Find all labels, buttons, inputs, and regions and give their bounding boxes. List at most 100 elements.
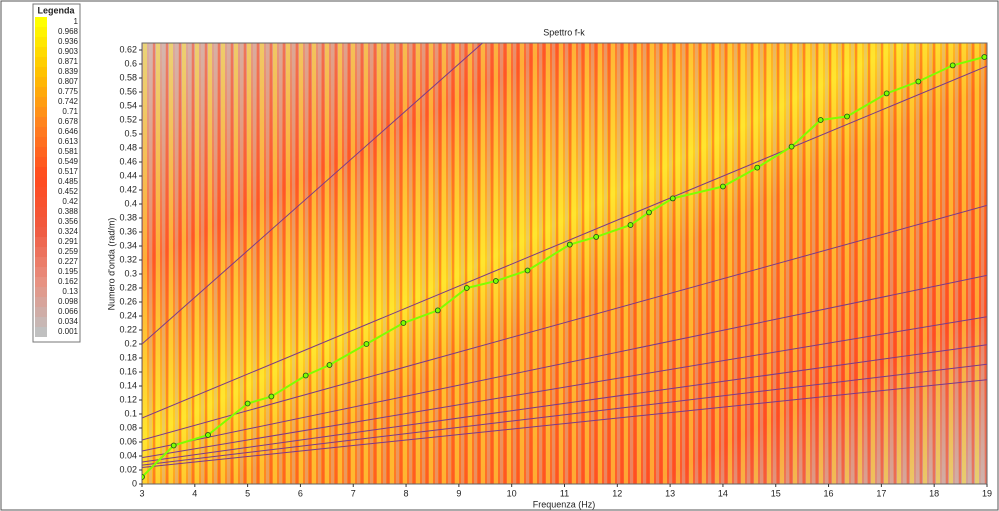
- y-tick-label: 0.58: [119, 72, 137, 82]
- y-tick-label: 0.54: [119, 100, 137, 110]
- y-tick-label: 0.46: [119, 156, 137, 166]
- y-tick-label: 0: [132, 478, 137, 488]
- legend-label: 0.291: [58, 237, 79, 246]
- x-tick-label: 16: [824, 488, 834, 498]
- legend-label: 0.517: [58, 167, 79, 176]
- y-tick-label: 0.18: [119, 352, 137, 362]
- legend-label: 0.098: [58, 297, 79, 306]
- legend-label: 0.001: [58, 327, 79, 336]
- point: [363, 341, 370, 347]
- point: [566, 241, 573, 248]
- y-tick-label: 0.16: [119, 366, 137, 376]
- legend-label: 0.42: [62, 197, 78, 206]
- legend-label: 0.871: [58, 57, 79, 66]
- x-tick-label: 19: [982, 488, 992, 498]
- legend-label: 0.71: [62, 107, 78, 116]
- legend-swatch: [35, 137, 47, 147]
- x-tick-label: 11: [560, 488, 569, 498]
- point: [434, 307, 441, 314]
- y-tick-label: 0.4: [124, 198, 137, 208]
- chart-title: Spettro f-k: [543, 27, 585, 37]
- x-tick-label: 17: [876, 488, 886, 498]
- legend-swatch: [35, 167, 47, 177]
- x-tick-label: 18: [929, 488, 939, 498]
- point: [754, 164, 761, 171]
- legend-swatch: [35, 157, 47, 167]
- y-tick-label: 0.08: [119, 422, 137, 432]
- y-tick-label: 0.5: [124, 128, 137, 138]
- legend-swatch: [35, 307, 47, 317]
- velocity-line: [142, 316, 987, 459]
- x-tick-label: 14: [718, 488, 728, 498]
- legend-label: 0.162: [58, 277, 79, 286]
- legend-swatch: [35, 187, 47, 197]
- legend-swatch: [35, 197, 47, 207]
- point: [524, 267, 531, 274]
- y-tick-label: 0.38: [119, 212, 137, 222]
- point: [788, 143, 795, 150]
- legend-swatch: [35, 107, 47, 117]
- legend-swatch: [35, 37, 47, 47]
- plot-area: [142, 43, 987, 480]
- legend-swatch: [35, 27, 47, 37]
- legend-label: 1: [74, 17, 79, 26]
- y-tick-label: 0.02: [119, 464, 137, 474]
- legend-label: 0.066: [58, 307, 79, 316]
- legend-swatch: [35, 217, 47, 227]
- x-tick-label: 12: [612, 488, 622, 498]
- y-tick-label: 0.04: [119, 450, 137, 460]
- y-tick-label: 0.36: [119, 226, 137, 236]
- legend-swatch: [35, 67, 47, 77]
- y-tick-label: 0.1: [124, 408, 137, 418]
- y-tick-label: 0.28: [119, 282, 137, 292]
- point: [492, 278, 499, 284]
- legend-label: 0.324: [58, 227, 79, 236]
- y-axis-title: Numero d'onda (rad/m): [106, 218, 116, 311]
- point: [981, 54, 987, 60]
- legend-swatch: [35, 257, 47, 267]
- y-tick-label: 0.12: [119, 394, 137, 404]
- velocity-line: [142, 379, 987, 468]
- x-tick-label: 7: [351, 488, 356, 498]
- legend-label: 0.13: [62, 287, 78, 296]
- point: [268, 393, 275, 400]
- y-tick-label: 0.32: [119, 254, 137, 264]
- legend-swatch: [35, 77, 47, 87]
- legend-label: 0.839: [58, 67, 79, 76]
- legend-title: Legenda: [37, 5, 75, 15]
- legend-label: 0.678: [58, 117, 79, 126]
- point: [593, 233, 600, 240]
- legend-swatch: [35, 237, 47, 247]
- legend-swatch: [35, 327, 47, 337]
- velocity-line: [142, 363, 987, 466]
- legend-label: 0.968: [58, 27, 79, 36]
- x-tick-label: 4: [192, 488, 197, 498]
- point: [669, 195, 676, 202]
- point: [244, 400, 251, 407]
- point: [302, 372, 309, 379]
- point: [627, 222, 634, 228]
- x-tick-label: 15: [771, 488, 781, 498]
- legend-swatch: [35, 277, 47, 287]
- y-tick-label: 0.6: [124, 58, 137, 68]
- point: [949, 62, 956, 69]
- legend-swatch: [35, 297, 47, 307]
- velocity-line: [142, 274, 987, 452]
- x-tick-label: 9: [456, 488, 461, 498]
- y-tick-label: 0.42: [119, 184, 137, 194]
- legend-swatch: [35, 127, 47, 137]
- y-tick-label: 0.24: [119, 310, 137, 320]
- point: [326, 362, 333, 368]
- legend-label: 0.613: [58, 137, 79, 146]
- legend-label: 0.742: [58, 97, 79, 106]
- legend-label: 0.452: [58, 187, 79, 196]
- y-tick-label: 0.06: [119, 436, 137, 446]
- x-tick-label: 5: [245, 488, 250, 498]
- velocity-line: [142, 43, 484, 345]
- point: [170, 442, 177, 449]
- point: [817, 117, 824, 123]
- legend-swatch: [35, 207, 47, 217]
- legend-label: 0.356: [58, 217, 79, 226]
- y-tick-label: 0.62: [119, 44, 137, 54]
